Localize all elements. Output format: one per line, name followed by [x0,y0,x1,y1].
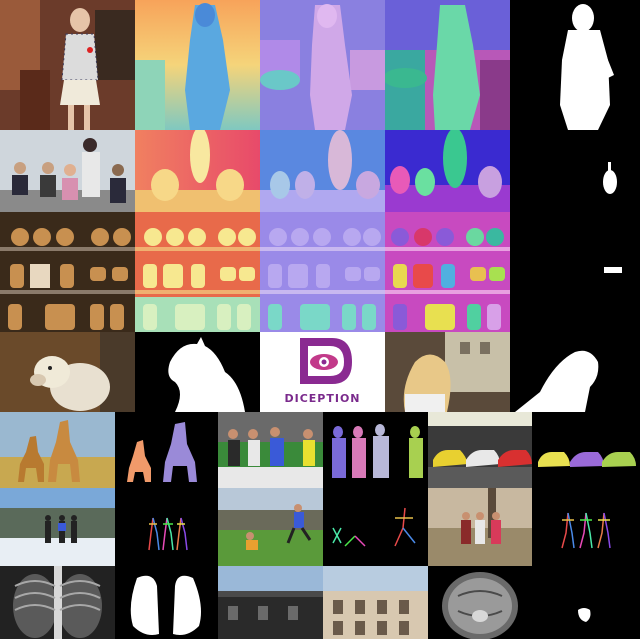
cars-segmentation [532,412,640,488]
bakery-shelves-normal [260,212,385,332]
bakery-shelves-depth [135,212,260,332]
brain-tumor-mask [532,566,640,639]
soccer-field-photo [218,488,323,566]
lung-mask [115,566,218,639]
soccer-field-pose [323,488,428,566]
cars-photo [428,412,532,488]
woman-cafe-mask [510,0,640,130]
brain-mri [428,566,532,639]
students-office-depth [135,130,260,212]
bakery-shelves-mask [510,212,640,332]
woman-cafe-normal [260,0,385,130]
hair-photo [385,332,510,412]
alpaca-photo [0,332,135,412]
woman-cafe-photo [0,0,135,130]
alpaca-mask [135,332,260,412]
giraffes-segmentation [115,412,218,488]
students-office-segmentation [385,130,510,212]
forest-people-photo [428,488,532,566]
students-office-photo [0,130,135,212]
students-office-mask [510,130,640,212]
hair-mask [510,332,640,412]
soccer-segmentation [323,412,428,488]
woman-cafe-depth [135,0,260,130]
building-photo-2 [323,566,428,639]
woman-cafe-segmentation [385,0,510,130]
diception-wordmark: DICEPTION [284,392,360,405]
giraffes-photo [0,412,115,488]
bakery-shelves-segmentation [385,212,510,332]
chest-xray [0,566,115,639]
snow-people-photo [0,488,115,566]
snow-people-pose [115,488,218,566]
students-office-normal [260,130,385,212]
building-photo-1 [218,566,323,639]
bakery-shelves-photo [0,212,135,332]
diception-logo: DICEPTION [260,332,385,412]
soccer-photo [218,412,323,488]
forest-people-pose [532,488,640,566]
